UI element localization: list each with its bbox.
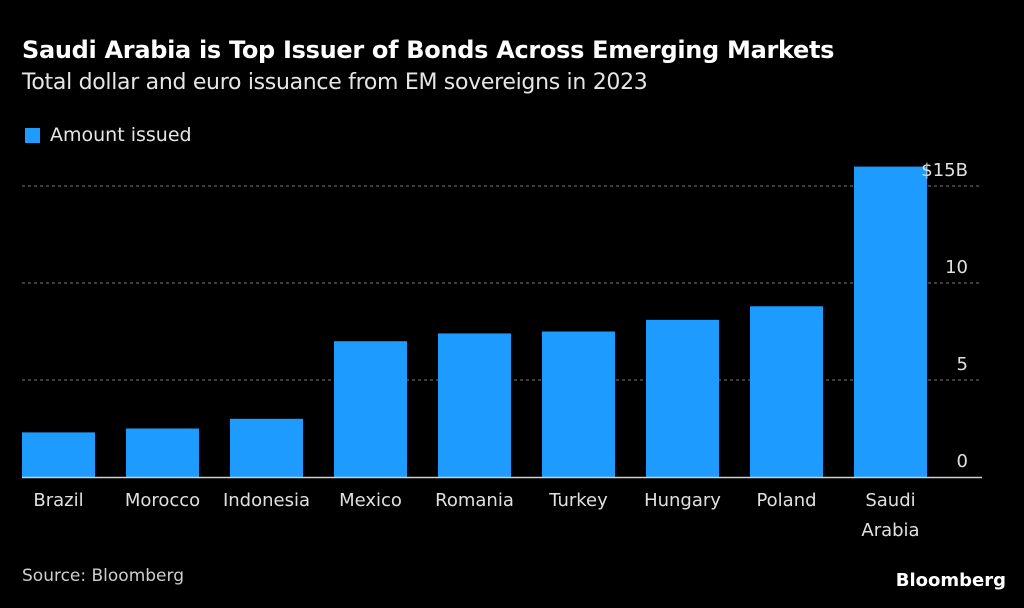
- x-tick-label: Turkey: [548, 490, 608, 511]
- bar-indonesia: [230, 418, 303, 477]
- x-tick-label: Mexico: [339, 490, 402, 511]
- x-tick-label: Indonesia: [223, 490, 310, 511]
- bar-romania: [438, 333, 511, 477]
- x-tick-label: Morocco: [125, 490, 200, 511]
- y-tick-label: $15B: [921, 160, 968, 181]
- y-tick-label: 0: [957, 451, 968, 472]
- legend-label: Amount issued: [50, 124, 192, 146]
- y-axis-ticks: 0 5 10 $15B: [921, 160, 968, 472]
- bar-morocco: [126, 428, 199, 477]
- bar-brazil: [22, 432, 95, 477]
- chart-subtitle: Total dollar and euro issuance from EM s…: [22, 70, 648, 95]
- x-tick-label: Poland: [756, 490, 816, 511]
- x-tick-label: Brazil: [33, 490, 83, 511]
- bar-saudi-arabia: [854, 166, 927, 477]
- source-note: Source: Bloomberg: [22, 566, 184, 586]
- legend: Amount issued: [25, 124, 192, 146]
- x-tick-label: Arabia: [861, 520, 919, 541]
- bar-hungary: [646, 319, 719, 477]
- bloomberg-logo: Bloomberg: [895, 570, 1006, 591]
- y-tick-label: 5: [957, 354, 968, 375]
- y-tick-label: 10: [945, 257, 968, 278]
- chart-title: Saudi Arabia is Top Issuer of Bonds Acro…: [22, 36, 835, 64]
- x-tick-label: Saudi: [865, 490, 915, 511]
- x-tick-label: Hungary: [644, 490, 721, 511]
- x-tick-label: Romania: [435, 490, 514, 511]
- bar-turkey: [542, 331, 615, 477]
- bars: [22, 166, 927, 477]
- bar-mexico: [334, 341, 407, 477]
- legend-swatch: [25, 127, 40, 143]
- x-axis-labels: Brazil Morocco Indonesia Mexico Romania Turke…: [33, 490, 919, 541]
- bar-poland: [750, 306, 823, 477]
